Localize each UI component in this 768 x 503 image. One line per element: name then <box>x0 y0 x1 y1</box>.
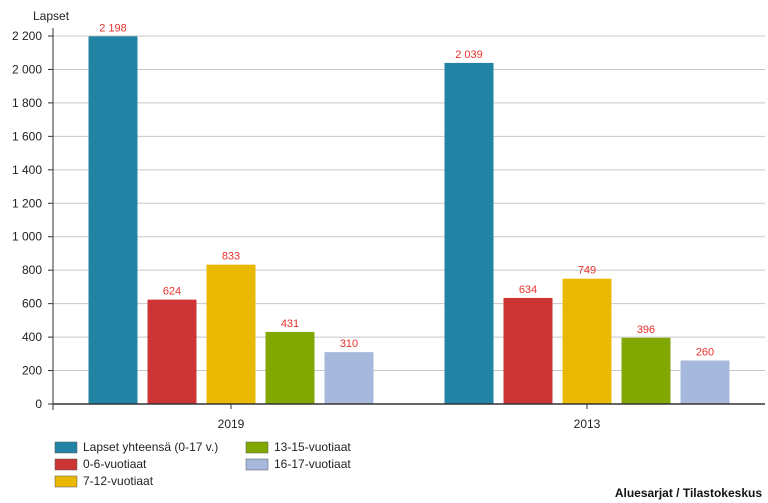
y-tick-label: 2 000 <box>12 62 42 76</box>
bar <box>680 360 730 404</box>
y-tick-label: 1 000 <box>12 230 42 244</box>
bar <box>88 36 138 405</box>
legend-swatch <box>245 441 269 454</box>
bar <box>621 337 671 404</box>
bar-value-label: 624 <box>163 286 181 298</box>
bar <box>206 264 256 404</box>
bar-value-label: 2 198 <box>99 22 127 34</box>
y-tick-label: 2 200 <box>12 29 42 43</box>
bar <box>444 62 494 404</box>
bar-value-label: 431 <box>281 318 299 330</box>
bar <box>147 299 197 404</box>
legend-swatch <box>54 441 78 454</box>
bar-value-label: 749 <box>578 265 596 277</box>
bar-value-label: 260 <box>696 347 714 359</box>
y-tick-label: 0 <box>35 397 42 411</box>
legend-label: 13-15-vuotiaat <box>274 440 351 454</box>
y-tick-label: 800 <box>22 263 42 277</box>
y-tick-label: 400 <box>22 330 42 344</box>
bar <box>324 352 374 404</box>
legend-swatch <box>245 458 269 471</box>
legend: Lapset yhteensä (0-17 v.) 0-6-vuotiaat 7-1… <box>54 440 351 488</box>
legend-label: 16-17-vuotiaat <box>274 457 351 471</box>
y-tick-label: 200 <box>22 364 42 378</box>
bar-value-label: 2 039 <box>455 49 483 61</box>
y-tick-label: 1 600 <box>12 129 42 143</box>
axes: 0 200 400 600 800 1 000 1 200 1 400 1 600 1 800 2 … <box>12 28 765 431</box>
bar <box>562 278 612 404</box>
bars <box>88 36 730 405</box>
x-tick-label: 2013 <box>574 417 601 431</box>
y-axis-title: Lapset <box>33 9 70 23</box>
legend-label: Lapset yhteensä (0-17 v.) <box>83 440 218 454</box>
legend-label: 7-12-vuotiaat <box>83 474 154 488</box>
legend-swatch <box>54 475 78 488</box>
bar <box>265 331 315 404</box>
y-tick-label: 1 400 <box>12 163 42 177</box>
bar-value-label: 310 <box>340 338 358 350</box>
bar-value-label: 833 <box>222 251 240 263</box>
bar-value-label: 634 <box>519 284 537 296</box>
data-labels: 2 198 624 833 431 310 2 039 634 749 396 260 <box>99 22 714 358</box>
source-label: Aluesarjat / Tilastokeskus <box>615 486 763 500</box>
bar <box>503 297 553 404</box>
x-tick-label: 2019 <box>218 417 245 431</box>
y-tick-label: 1 200 <box>12 196 42 210</box>
bar-value-label: 396 <box>637 324 655 336</box>
legend-swatch <box>54 458 78 471</box>
legend-label: 0-6-vuotiaat <box>83 457 147 471</box>
y-tick-label: 600 <box>22 297 42 311</box>
y-tick-label: 1 800 <box>12 96 42 110</box>
